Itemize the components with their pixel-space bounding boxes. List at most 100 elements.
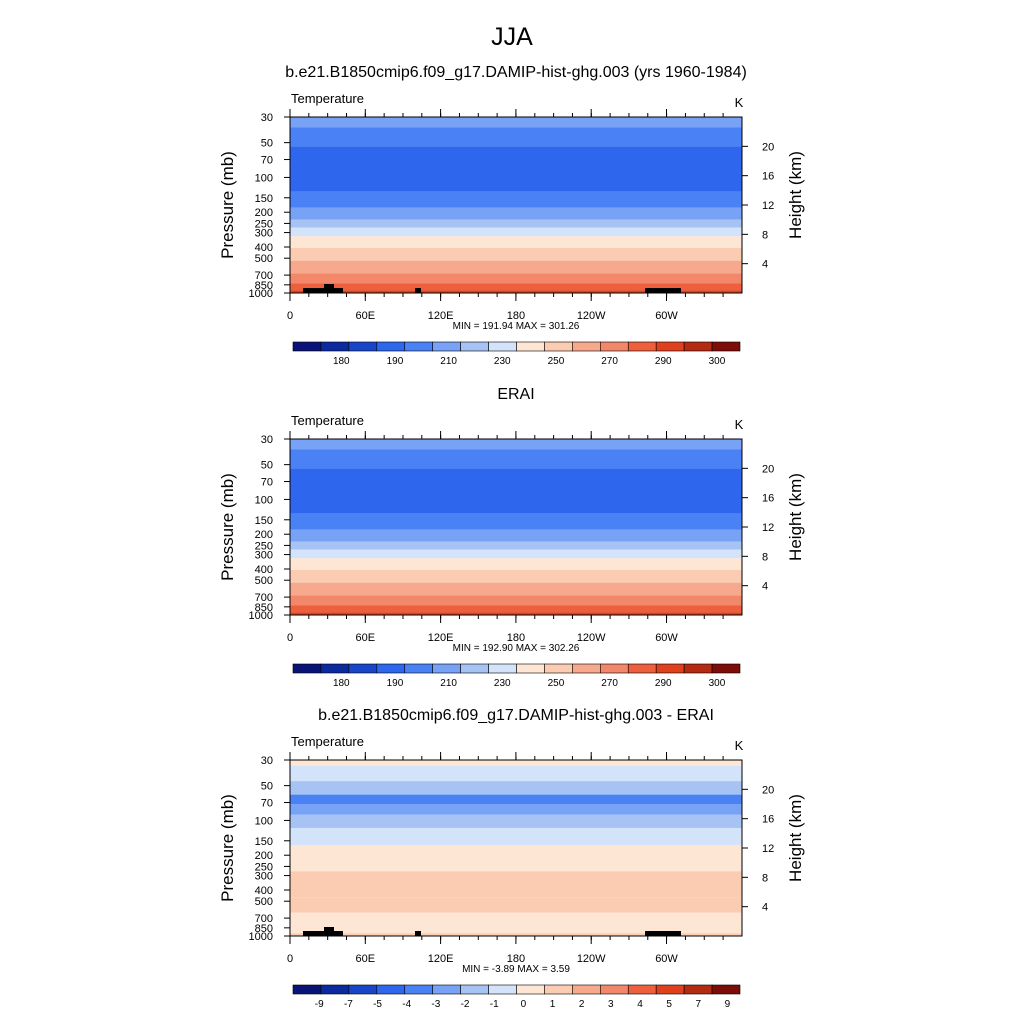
field-band <box>290 439 742 450</box>
colorbar-swatch <box>460 984 489 995</box>
colorbar-label: 2 <box>579 999 585 1010</box>
colorbar-swatch <box>516 663 545 674</box>
colorbar-swatch <box>683 341 713 352</box>
field-band <box>290 290 742 293</box>
colorbar-label: 190 <box>387 678 404 689</box>
colorbar-swatch <box>376 663 406 674</box>
colorbar-label: 250 <box>548 356 565 367</box>
colorbar-label: 9 <box>725 999 731 1010</box>
y-tick-label: 700 <box>255 270 273 282</box>
colorbar-swatch <box>572 663 601 674</box>
colorbar-swatch <box>572 984 601 995</box>
field-band <box>290 582 742 596</box>
x-tick-label: 180 <box>507 632 525 644</box>
topography-mask <box>645 288 681 293</box>
panel-title: b.e21.B1850cmip6.f09_g17.DAMIP-hist-ghg.… <box>285 64 747 81</box>
colorbar-label: -2 <box>461 999 470 1010</box>
y-tick-label: 1000 <box>249 288 273 300</box>
y-tick-label: 500 <box>255 896 273 908</box>
colorbar-swatch <box>683 663 713 674</box>
x-tick-label: 0 <box>287 310 293 322</box>
x-tick-label: 60E <box>356 953 376 965</box>
colorbar-swatch <box>488 984 517 995</box>
colorbar-label: 180 <box>333 356 350 367</box>
y2-tick-label: 20 <box>762 463 774 475</box>
colorbar-swatch <box>404 663 433 674</box>
y-tick-label: 200 <box>255 207 273 219</box>
y-tick-label: 850 <box>255 923 273 935</box>
colorbar-swatch <box>683 984 713 995</box>
colorbar-swatch <box>516 341 545 352</box>
colorbar-swatch <box>404 341 433 352</box>
colorbar-swatch <box>432 341 461 352</box>
field-band <box>290 804 742 815</box>
y-tick-label: 300 <box>255 228 273 240</box>
field-band <box>290 117 742 128</box>
colorbar-label: -5 <box>373 999 382 1010</box>
y-tick-label: 850 <box>255 602 273 614</box>
topography-mask <box>415 288 421 293</box>
topography-mask <box>415 931 421 936</box>
colorbar-swatch <box>460 341 489 352</box>
field-band <box>290 236 742 248</box>
field-band <box>290 227 742 237</box>
y-tick-label: 150 <box>255 193 273 205</box>
stats-text: MIN = 192.90 MAX = 302.26 <box>453 643 580 654</box>
x-tick-label: 60E <box>356 310 376 322</box>
colorbar-label: 180 <box>333 678 350 689</box>
field-band <box>290 871 742 898</box>
colorbar-label: 290 <box>655 678 672 689</box>
y2-axis-title: Height (km) <box>786 794 805 882</box>
field-band <box>290 219 742 228</box>
field-band <box>290 827 742 846</box>
colorbar-swatch <box>432 984 461 995</box>
x-tick-label: 60W <box>655 632 678 644</box>
panel-title: b.e21.B1850cmip6.f09_g17.DAMIP-hist-ghg.… <box>318 707 714 724</box>
y-tick-label: 250 <box>255 218 273 230</box>
colorbar-swatch <box>627 984 657 995</box>
y-tick-label: 70 <box>261 155 273 167</box>
y2-tick-label: 8 <box>762 229 768 241</box>
y2-tick-label: 16 <box>762 814 774 826</box>
field-band <box>290 605 742 613</box>
colorbar-label: 230 <box>494 678 511 689</box>
y2-axis-title: Height (km) <box>786 473 805 561</box>
y-tick-label: 1000 <box>249 931 273 943</box>
panel-title: ERAI <box>497 386 534 403</box>
colorbar-swatch <box>488 663 517 674</box>
x-tick-label: 120E <box>428 632 454 644</box>
y-tick-label: 100 <box>255 815 273 827</box>
y2-tick-label: 20 <box>762 784 774 796</box>
y-tick-label: 50 <box>261 138 273 150</box>
colorbar-swatch <box>627 341 657 352</box>
field-band <box>290 549 742 559</box>
x-tick-label: 120W <box>577 953 606 965</box>
y2-tick-label: 16 <box>762 171 774 183</box>
y2-tick-label: 4 <box>762 902 768 914</box>
y-axis-title: Pressure (mb) <box>218 151 237 259</box>
colorbar-label: 230 <box>494 356 511 367</box>
y-tick-label: 300 <box>255 871 273 883</box>
colorbar-label: 190 <box>387 356 404 367</box>
y2-tick-label: 16 <box>762 493 774 505</box>
stats-text: MIN = 191.94 MAX = 301.26 <box>453 321 580 332</box>
y2-tick-label: 8 <box>762 872 768 884</box>
colorbar-swatch <box>460 663 489 674</box>
y-tick-label: 200 <box>255 850 273 862</box>
colorbar-swatch <box>320 984 350 995</box>
panel-2: ERAI Temperature K 0 60E 120E 180 120W 60W 30 50 70… <box>218 386 805 689</box>
unit-label: K <box>735 738 744 753</box>
field-band <box>290 273 742 284</box>
x-tick-label: 180 <box>507 953 525 965</box>
field-band <box>290 207 742 220</box>
colorbar-swatch <box>348 341 378 352</box>
y-tick-label: 30 <box>261 112 273 124</box>
field-band <box>290 127 742 147</box>
panel-1: b.e21.B1850cmip6.f09_g17.DAMIP-hist-ghg.… <box>218 64 805 367</box>
y-tick-label: 300 <box>255 550 273 562</box>
y-tick-label: 700 <box>255 913 273 925</box>
field-band <box>290 260 742 274</box>
colorbar-label: 4 <box>637 999 643 1010</box>
field-band <box>290 169 742 192</box>
